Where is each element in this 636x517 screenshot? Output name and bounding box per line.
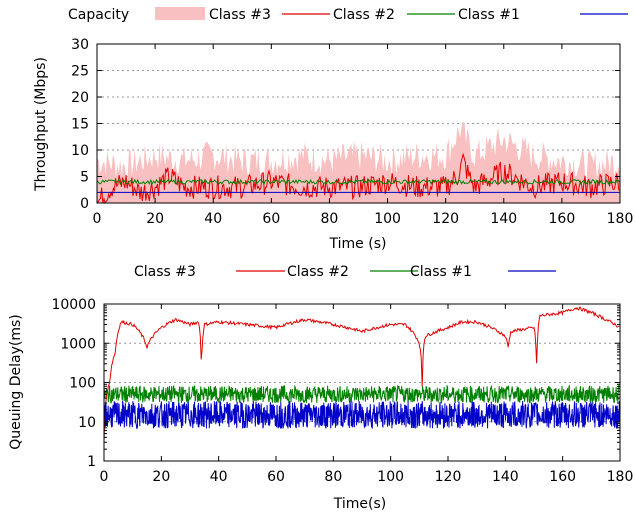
top-y-tick-label: 30	[71, 37, 89, 53]
top-y-tick-label: 5	[80, 170, 89, 186]
bottom-y-tick-label: 10000	[51, 297, 96, 313]
bottom-x-tick-label: 20	[152, 469, 170, 485]
bottom-x-tick-label: 100	[377, 469, 404, 485]
top-y-axis-label: Throughput (Mbps)	[33, 57, 49, 192]
top-y-tick-label: 15	[71, 117, 89, 133]
bottom-ticks: 0 20 40 60 80 100 120 140 160 180 1 10 100 1000 10000	[51, 297, 633, 485]
top-legend-label-class1: Class #1	[458, 7, 520, 23]
queuing-delay-chart: 0 20 40 60 80 100 120 140 160 180110100100010000 …	[8, 264, 633, 512]
bottom-line-class3	[103, 306, 620, 443]
top-y-tick-label: 0	[80, 196, 89, 212]
top-series-layer	[96, 121, 621, 205]
bottom-x-tick-label: 40	[210, 469, 228, 485]
top-x-tick-label: 160	[549, 211, 576, 227]
top-y-tick-label: 25	[71, 64, 89, 80]
top-legend-swatch-capacity	[155, 7, 205, 20]
bottom-x-tick-label: 120	[435, 469, 462, 485]
bottom-x-tick-label: 0	[100, 469, 109, 485]
bottom-legend-label-class1: Class #1	[410, 264, 472, 280]
bottom-x-tick-label: 140	[492, 469, 519, 485]
top-x-tick-label: 100	[374, 211, 401, 227]
bottom-legend-label-class2: Class #2	[287, 264, 349, 280]
top-line-class2	[96, 178, 621, 186]
top-ticks: 0 20 40 60 80 100 120 140 160 180 0 5 10 15 20 25 30	[71, 37, 633, 227]
top-x-tick-label: 180	[607, 211, 634, 227]
top-y-tick-label: 20	[71, 90, 89, 106]
top-legend: Capacity Class #3 Class #2 Class #1	[68, 7, 628, 23]
bottom-x-tick-label: 80	[324, 469, 342, 485]
bottom-x-tick-label: 160	[549, 469, 576, 485]
bottom-y-tick-label: 1	[87, 454, 96, 470]
bottom-line-class1	[103, 400, 621, 430]
top-x-axis-label: Time (s)	[329, 236, 387, 252]
bottom-plot-frame	[103, 303, 621, 462]
top-x-tick-label: 60	[262, 211, 280, 227]
bottom-legend-label-class3: Class #3	[134, 264, 196, 280]
throughput-chart: 0 20 40 60 80 100 120 140 160 180 0 5 10 15 20 25 30 Cap…	[33, 7, 633, 252]
bottom-x-axis-label: Time(s)	[333, 496, 386, 512]
bottom-y-tick-label: 10	[78, 415, 96, 431]
bottom-series-layer	[103, 306, 621, 443]
bottom-legend: Class #3 Class #2 Class #1	[134, 264, 556, 280]
top-x-tick-label: 40	[204, 211, 222, 227]
top-x-tick-label: 0	[93, 211, 102, 227]
top-legend-label-class2: Class #2	[333, 7, 395, 23]
top-y-tick-label: 10	[71, 143, 89, 159]
bottom-x-tick-label: 180	[607, 469, 634, 485]
top-x-tick-label: 80	[321, 211, 339, 227]
top-x-tick-label: 20	[146, 211, 164, 227]
top-x-tick-label: 140	[490, 211, 517, 227]
bottom-y-tick-label: 1000	[60, 336, 96, 352]
top-legend-label-class3: Class #3	[209, 7, 271, 23]
bottom-x-tick-label: 60	[267, 469, 285, 485]
bottom-y-tick-label: 100	[69, 376, 96, 392]
top-legend-label-capacity: Capacity	[68, 7, 129, 23]
top-x-tick-label: 120	[432, 211, 459, 227]
top-line-class3	[96, 152, 620, 205]
bottom-line-class2	[103, 384, 621, 405]
bottom-y-axis-label: Queuing Delay(ms)	[8, 314, 24, 449]
